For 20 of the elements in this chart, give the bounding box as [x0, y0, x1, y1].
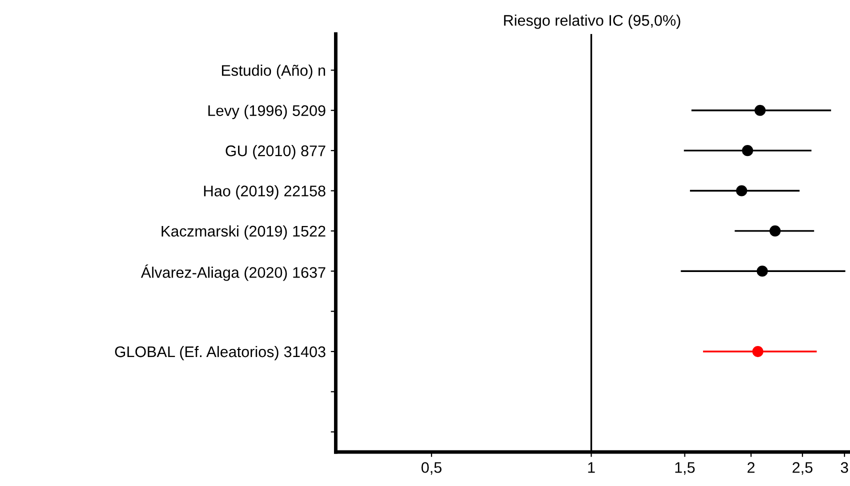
point: [770, 225, 781, 236]
point: [752, 346, 764, 358]
point: [736, 185, 748, 196]
y-tick-label: Kaczmarski (2019) 1522: [162, 225, 326, 240]
chart-title: Riesgo relativo IC (95,0%): [504, 14, 680, 29]
x-tick-label: 1,5: [675, 462, 695, 475]
y-tick-label: Hao (2019) 22158: [204, 185, 326, 200]
point: [742, 145, 754, 156]
y-tick-label: GU (2010) 877: [226, 145, 326, 160]
x-tick-label: 2,5: [792, 462, 812, 475]
point: [754, 104, 766, 116]
x-tick-label: 0,5: [422, 462, 442, 475]
x-tick-label: 2: [748, 462, 755, 473]
y-tick-label: Levy (1996) 5209: [208, 104, 326, 120]
y-tick-label: Estudio (Año) n: [222, 64, 326, 79]
y-tick-label: GLOBAL (Ef. Aleatorios) 31403: [115, 346, 326, 360]
point: [756, 266, 768, 277]
x-tick-label: 1: [588, 462, 595, 473]
y-tick-label: Álvarez-Aliaga (2020) 1637: [140, 264, 326, 281]
x-tick-label: 3: [840, 462, 848, 473]
